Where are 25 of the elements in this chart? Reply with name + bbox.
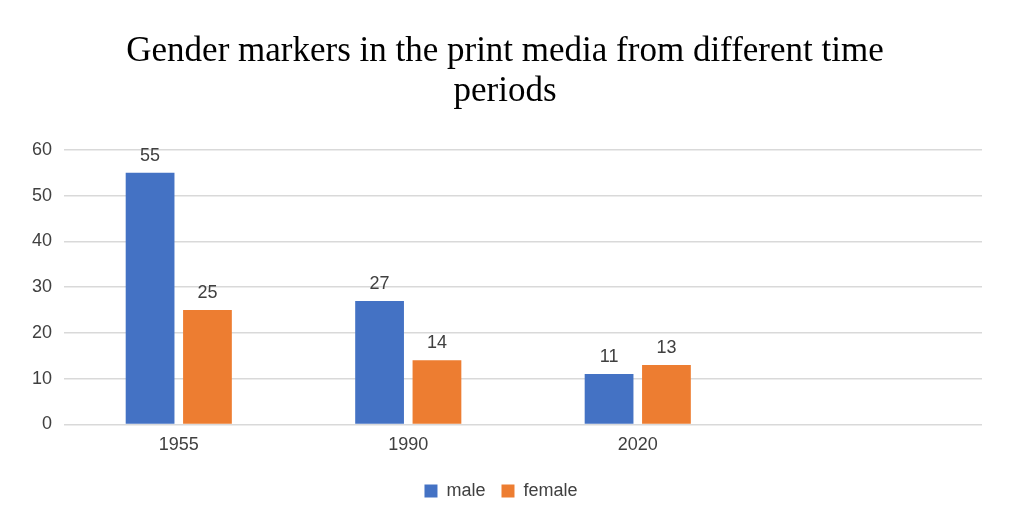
legend-label: female — [523, 479, 578, 500]
x-tick-label: 1990 — [388, 434, 429, 455]
bar — [125, 172, 175, 424]
y-tick-label: 20 — [31, 321, 53, 342]
bar — [355, 300, 404, 424]
x-tick-label: 1955 — [158, 434, 199, 455]
bar — [412, 360, 462, 424]
data-label: 14 — [426, 332, 447, 353]
bar — [183, 310, 232, 424]
y-tick-label: 30 — [31, 276, 53, 297]
y-tick-label: 60 — [31, 138, 53, 159]
bar — [584, 374, 634, 424]
y-tick-label: 40 — [31, 230, 53, 251]
data-label: 25 — [197, 282, 218, 303]
chart-title: Gender markers in the print media from different time periods — [125, 30, 885, 110]
data-label: 55 — [140, 144, 161, 165]
data-label: 27 — [369, 272, 390, 293]
y-tick-label: 0 — [42, 413, 53, 434]
data-label: 13 — [656, 336, 677, 357]
y-tick-label: 10 — [31, 367, 53, 388]
legend-label: male — [446, 479, 486, 500]
x-tick-label: 2020 — [617, 434, 658, 455]
bar — [642, 364, 691, 424]
data-label: 11 — [599, 346, 619, 367]
y-tick-label: 50 — [31, 184, 53, 205]
